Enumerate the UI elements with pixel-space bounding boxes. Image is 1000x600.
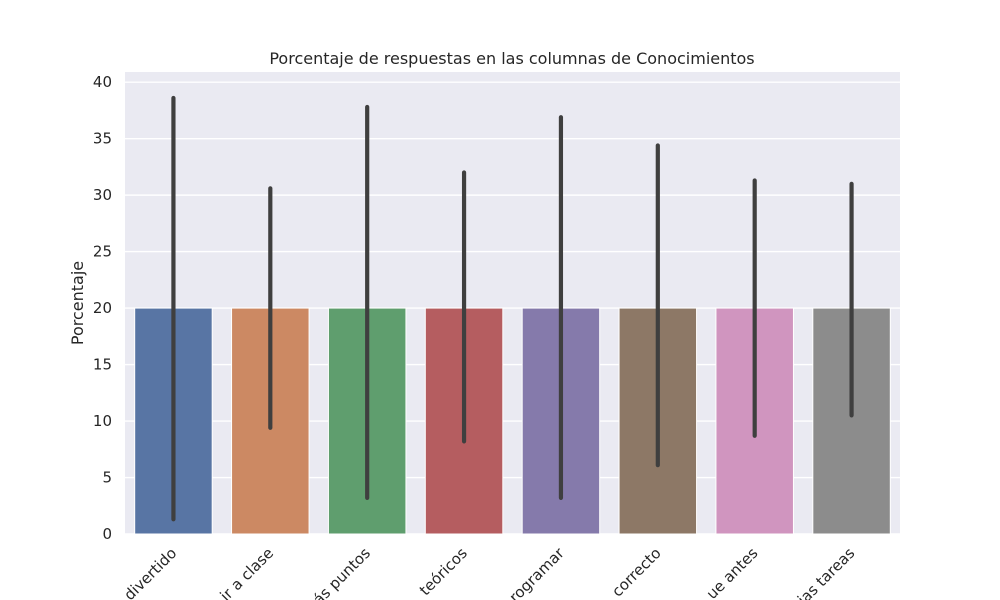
y-tick-label: 20	[93, 299, 112, 317]
y-axis-label: Porcentaje	[68, 261, 87, 345]
x-tick-label: rogramar	[506, 544, 569, 600]
chart-title: Porcentaje de respuestas en las columnas…	[269, 49, 754, 68]
x-tick-label: divertido	[120, 544, 180, 600]
y-tick-label: 10	[93, 412, 112, 430]
y-tick-label: 30	[93, 186, 112, 204]
y-tick-labels: 0 5 10 15 20 25 30 35 40	[93, 73, 112, 543]
x-tick-label: ir a clase	[217, 544, 278, 600]
x-tick-label: ás puntos	[310, 544, 375, 600]
y-tick-label: 5	[102, 469, 112, 487]
error-bars	[171, 95, 854, 522]
x-tick-label: teóricos	[416, 544, 471, 599]
y-tick-label: 35	[93, 130, 112, 148]
x-tick-label: ue antes	[703, 544, 762, 600]
y-tick-label: 25	[93, 243, 112, 261]
x-tick-label: ias tareas	[794, 544, 859, 600]
x-tick-label: correcto	[608, 544, 664, 600]
x-tick-labels: divertido ir a clase ás puntos teóricos rogr…	[120, 544, 858, 600]
y-tick-label: 40	[93, 73, 112, 91]
y-tick-label: 15	[93, 356, 112, 374]
y-tick-label: 0	[102, 525, 112, 543]
